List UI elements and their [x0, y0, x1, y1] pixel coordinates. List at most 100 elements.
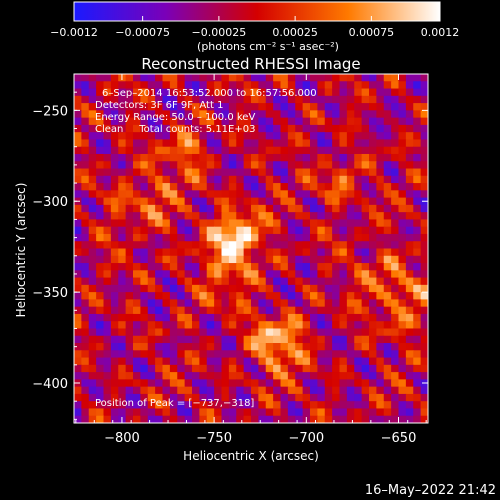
heatmap-cell [258, 292, 267, 300]
heatmap-cell [258, 350, 267, 359]
heatmap-cell [177, 350, 186, 359]
heatmap-cell [110, 255, 119, 264]
heatmap-cell [273, 408, 282, 417]
heatmap-cell [391, 183, 400, 191]
heatmap-cell [310, 313, 318, 322]
heatmap-cell [228, 386, 237, 395]
heatmap-cell [251, 277, 259, 286]
heatmap-cell [361, 284, 370, 293]
heatmap-cell [236, 117, 245, 126]
heatmap-cell [369, 103, 377, 111]
heatmap-cell [206, 103, 215, 111]
heatmap-cell [346, 284, 355, 293]
heatmap-cell [324, 81, 333, 90]
heatmap-cell [310, 204, 318, 213]
heatmap-cell [221, 335, 230, 344]
heatmap-cell [258, 81, 267, 90]
heatmap-cell [302, 292, 311, 300]
heatmap-cell [110, 401, 119, 410]
heatmap-cell [228, 372, 237, 380]
heatmap-cell [332, 328, 341, 337]
heatmap-cell [346, 277, 355, 286]
heatmap-cell [346, 408, 355, 417]
annotation-counts: Clean Total counts: 5.11E+03 [95, 124, 255, 135]
heatmap-cell [369, 110, 377, 119]
heatmap-cell [81, 212, 90, 221]
heatmap-cell [398, 117, 407, 126]
heatmap-cell [251, 124, 259, 133]
heatmap-cell [405, 117, 414, 126]
heatmap-cell [376, 183, 385, 191]
heatmap-cell [125, 110, 134, 119]
heatmap-cell [258, 415, 267, 423]
heatmap-cell [405, 103, 414, 111]
heatmap-cell [133, 241, 141, 250]
heatmap-cell [162, 299, 171, 308]
heatmap-cell [369, 183, 377, 191]
heatmap-cell [221, 401, 230, 410]
heatmap-cell [96, 241, 105, 250]
heatmap-cell [81, 146, 90, 155]
heatmap-cell [265, 306, 274, 315]
heatmap-cell [74, 88, 82, 97]
heatmap-cell [302, 204, 311, 213]
heatmap-cell [398, 233, 407, 242]
heatmap-cell [96, 255, 105, 264]
heatmap-cell [228, 299, 237, 308]
heatmap-cell [140, 255, 149, 264]
heatmap-cell [199, 372, 208, 380]
heatmap-cell [88, 270, 97, 279]
heatmap-cell [280, 110, 289, 119]
heatmap-cell [103, 190, 112, 199]
heatmap-cell [96, 270, 105, 279]
heatmap-cell [169, 88, 178, 97]
heatmap-cell [398, 74, 407, 82]
heatmap-cell [361, 88, 370, 97]
heatmap-cell [324, 103, 333, 111]
heatmap-cell [243, 401, 252, 410]
heatmap-cell [88, 328, 97, 337]
heatmap-cell [140, 197, 149, 206]
heatmap-cell [361, 153, 370, 162]
heatmap-cell [118, 401, 127, 410]
heatmap-cell [332, 284, 341, 293]
heatmap-cell [339, 103, 348, 111]
heatmap-cell [221, 255, 230, 264]
heatmap-cell [354, 350, 363, 359]
heatmap-cell [199, 386, 208, 395]
heatmap-cell [103, 306, 112, 315]
heatmap-cell [74, 146, 82, 155]
heatmap-cell [125, 306, 134, 315]
heatmap-cell [184, 132, 193, 141]
heatmap-cell [177, 263, 186, 271]
heatmap-cell [133, 153, 141, 162]
heatmap-cell [383, 95, 392, 104]
heatmap-cell [169, 168, 178, 177]
heatmap-cell [177, 183, 186, 191]
heatmap-cell [405, 328, 414, 337]
heatmap-cell [177, 110, 186, 119]
heatmap-cell [324, 132, 333, 141]
heatmap-cell [413, 364, 422, 373]
heatmap-cell [398, 241, 407, 250]
heatmap-cell [361, 408, 370, 417]
heatmap-cell [405, 110, 414, 119]
heatmap-cell [214, 364, 223, 373]
heatmap-cell [221, 110, 230, 119]
heatmap-cell [317, 313, 326, 322]
heatmap-cell [184, 190, 193, 199]
heatmap-cell [155, 81, 164, 90]
heatmap-cell [332, 321, 341, 330]
heatmap-cell [265, 117, 274, 126]
heatmap-cell [369, 226, 377, 235]
heatmap-cell [361, 313, 370, 322]
heatmap-cell [376, 292, 385, 300]
heatmap-cell [199, 168, 208, 177]
heatmap-cell [310, 88, 318, 97]
heatmap-cell [118, 372, 127, 380]
heatmap-cell [206, 95, 215, 104]
heatmap-cell [302, 263, 311, 271]
heatmap-cell [346, 415, 355, 423]
heatmap-cell [147, 161, 156, 170]
heatmap-cell [317, 81, 326, 90]
